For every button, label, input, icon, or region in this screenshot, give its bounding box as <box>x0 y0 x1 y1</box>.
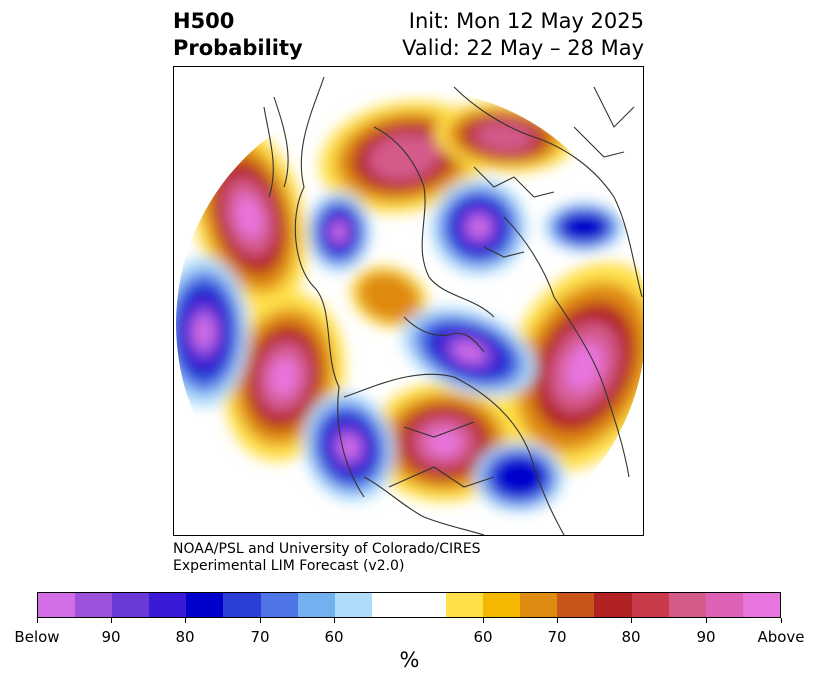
colorbar-tick-label: Above <box>757 628 805 646</box>
colorbar-tick-label: 80 <box>621 628 641 646</box>
colorbar-tickmark <box>184 618 186 623</box>
colorbar-swatch <box>334 593 372 617</box>
colorbar-tickmark <box>780 618 782 623</box>
colorbar-swatch <box>75 593 113 617</box>
above-normal-contour <box>564 341 604 393</box>
above-normal-contour <box>426 427 462 457</box>
colorbar-swatch <box>520 593 558 617</box>
colorbar-tickmark <box>36 618 38 623</box>
colorbar-swatch <box>705 593 743 617</box>
colorbar-swatch <box>631 593 669 617</box>
below-normal-contour <box>193 314 215 350</box>
probability-field <box>176 89 643 535</box>
colorbar-swatch <box>260 593 298 617</box>
colorbar-tickmark <box>556 618 558 623</box>
colorbar-swatch <box>186 593 224 617</box>
colorbar-tickmark <box>705 618 707 623</box>
colorbar-swatch <box>223 593 261 617</box>
colorbar-swatch <box>483 593 521 617</box>
above-normal-contour <box>367 132 441 182</box>
colorbar-swatch <box>446 593 484 617</box>
colorbar-tickmark <box>630 618 632 623</box>
above-normal-contour <box>269 356 299 398</box>
below-normal-contour <box>452 341 486 363</box>
title-line-2: Probability <box>173 36 303 60</box>
credit-line-2: Experimental LIM Forecast (v2.0) <box>173 558 405 574</box>
colorbar-tickmark <box>259 618 261 623</box>
colorbar-swatch <box>594 593 632 617</box>
credit: NOAA/PSL and University of Colorado/CIRE… <box>173 541 481 575</box>
colorbar-swatch <box>112 593 150 617</box>
colorbar-swatch <box>408 593 447 617</box>
plot-title: H500 Probability <box>173 8 303 62</box>
valid-range: Valid: 22 May – 28 May <box>402 36 644 60</box>
colorbar-tickmark <box>110 618 112 623</box>
colorbar-tick-label: 60 <box>473 628 493 646</box>
below-normal-contour <box>467 215 491 239</box>
colorbar <box>37 592 781 618</box>
title-line-1: H500 <box>173 9 235 33</box>
colorbar-swatch <box>38 593 76 617</box>
colorbar-swatch <box>297 593 335 617</box>
colorbar-units: % <box>399 648 420 672</box>
below-normal-contour <box>559 211 609 243</box>
map-svg <box>176 76 643 535</box>
colorbar-tick-label: 60 <box>324 628 344 646</box>
colorbar-swatch <box>371 593 409 617</box>
probability-map <box>173 66 644 536</box>
above-normal-contour <box>357 271 421 323</box>
colorbar-tick-label: 90 <box>696 628 716 646</box>
below-normal-contour <box>491 455 547 499</box>
colorbar-tick-label: 70 <box>250 628 270 646</box>
colorbar-swatch <box>742 593 780 617</box>
forecast-dates: Init: Mon 12 May 2025 Valid: 22 May – 28… <box>402 8 644 62</box>
colorbar-tick-label: Below <box>14 628 60 646</box>
init-date: Init: Mon 12 May 2025 <box>408 9 644 33</box>
above-normal-contour <box>473 121 535 153</box>
colorbar-tickmark <box>482 618 484 623</box>
colorbar-tick-label: 90 <box>101 628 121 646</box>
credit-line-1: NOAA/PSL and University of Colorado/CIRE… <box>173 541 481 557</box>
colorbar-swatch <box>557 593 595 617</box>
below-normal-contour <box>338 433 360 461</box>
colorbar-swatch <box>149 593 187 617</box>
colorbar-tick-label: 70 <box>547 628 567 646</box>
below-normal-contour <box>331 222 347 242</box>
colorbar-tickmark <box>333 618 335 623</box>
coastlines <box>263 76 643 535</box>
colorbar-tick-label: 80 <box>175 628 195 646</box>
colorbar-swatch <box>668 593 706 617</box>
above-normal-contour <box>234 194 264 240</box>
